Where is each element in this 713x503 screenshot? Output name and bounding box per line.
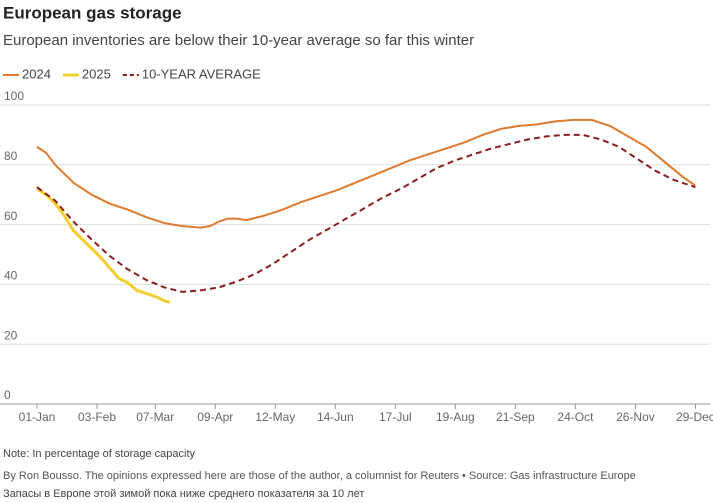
x-tick-label: 21-Sep bbox=[496, 410, 535, 424]
x-tick-label: 17-Jul bbox=[379, 410, 412, 424]
series-line bbox=[36, 133, 696, 293]
x-tick-label: 12-May bbox=[255, 410, 295, 424]
x-tick-label: 26-Nov bbox=[616, 410, 655, 424]
caption: Запасы в Европе этой зимой пока ниже сре… bbox=[3, 488, 364, 500]
y-tick-label: 40 bbox=[4, 269, 18, 283]
x-tick-label: 03-Feb bbox=[78, 410, 116, 424]
y-tick-label: 100 bbox=[4, 89, 24, 103]
x-tick-label: 24-Oct bbox=[557, 410, 594, 424]
note: Note: In percentage of storage capacity bbox=[3, 448, 196, 460]
y-tick-label: 60 bbox=[4, 209, 18, 223]
chart-title: European gas storage bbox=[3, 3, 182, 22]
x-tick-label: 19-Aug bbox=[436, 410, 475, 424]
legend-label: 10-YEAR AVERAGE bbox=[142, 66, 261, 81]
legend-label: 2025 bbox=[82, 66, 111, 81]
x-tick-label: 07-Mar bbox=[136, 410, 174, 424]
x-tick-label: 29-Dec bbox=[676, 410, 713, 424]
y-tick-label: 0 bbox=[4, 388, 11, 402]
legend-label: 2024 bbox=[22, 66, 51, 81]
y-tick-label: 20 bbox=[4, 328, 18, 342]
chart-subtitle: European inventories are below their 10-… bbox=[3, 32, 474, 49]
series-line bbox=[36, 187, 171, 304]
x-tick-label: 01-Jan bbox=[19, 410, 56, 424]
x-tick-label: 09-Apr bbox=[197, 410, 233, 424]
x-tick-label: 14-Jun bbox=[317, 410, 354, 424]
y-tick-label: 80 bbox=[4, 149, 18, 163]
byline: By Ron Bousso. The opinions expressed he… bbox=[3, 470, 636, 482]
series-line bbox=[36, 118, 696, 229]
